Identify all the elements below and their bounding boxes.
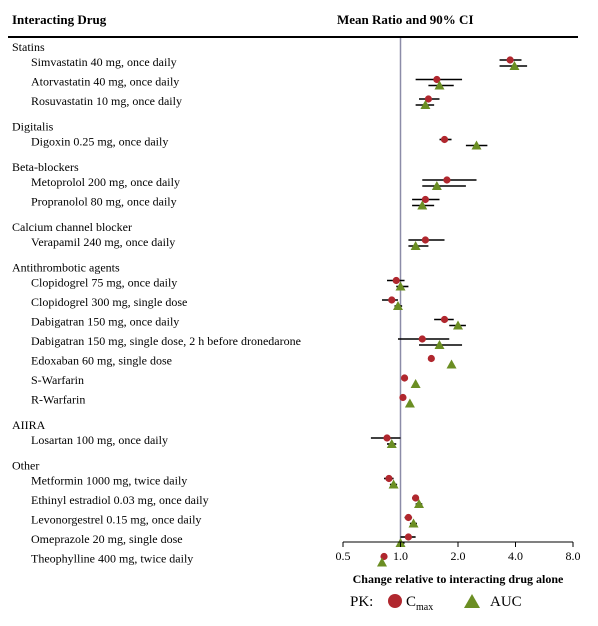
cmax-point	[440, 135, 449, 144]
auc-point	[395, 281, 406, 291]
drug-label: Dabigatran 150 mg, once daily	[31, 315, 179, 329]
x-tick-label: 2.0	[451, 549, 466, 563]
cmax-point	[418, 335, 426, 343]
auc-point	[414, 499, 425, 508]
x-tick-label: 4.0	[508, 549, 523, 563]
drug-label: Omeprazole 20 mg, single dose	[31, 532, 183, 546]
drug-label: Atorvastatin 40 mg, once daily	[31, 75, 179, 89]
auc-point	[417, 200, 428, 210]
legend: PK: Cmax AUC	[350, 594, 522, 613]
group-label: Antithrombotic agents	[12, 261, 120, 275]
cmax-point	[440, 315, 449, 324]
cmax-point	[412, 494, 420, 502]
drug-label: Clopidogrel 75 mg, once daily	[31, 276, 177, 290]
group-label: Other	[12, 459, 39, 473]
group-label: Calcium channel blocker	[12, 220, 132, 234]
header-interacting-drug: Interacting Drug	[12, 12, 107, 27]
auc-point	[471, 140, 482, 150]
auc-point	[420, 100, 431, 109]
legend-auc-label: AUC	[490, 594, 522, 610]
drug-label: Verapamil 240 mg, once daily	[31, 235, 175, 249]
drug-label: Clopidogrel 300 mg, single dose	[31, 295, 187, 309]
cmax-point	[433, 75, 441, 84]
drug-label: Edoxaban 60 mg, single dose	[31, 354, 172, 368]
auc-point	[453, 320, 463, 330]
auc-point	[434, 80, 445, 90]
auc-point	[404, 398, 415, 408]
drug-label: Dabigatran 150 mg, single dose, 2 h befo…	[31, 334, 301, 348]
legend-auc-marker	[464, 594, 480, 608]
cmax-point	[427, 354, 435, 363]
drug-label: Ethinyl estradiol 0.03 mg, once daily	[31, 493, 209, 507]
legend-cmax-marker	[388, 594, 402, 608]
group-label: Beta-blockers	[12, 160, 79, 174]
drug-label: S-Warfarin	[31, 373, 84, 387]
drug-label: Losartan 100 mg, once daily	[31, 433, 168, 447]
auc-point	[410, 241, 421, 250]
x-tick-label: 0.5	[336, 549, 351, 563]
x-tick-label: 8.0	[566, 549, 581, 563]
cmax-point	[385, 474, 393, 483]
cmax-point	[404, 533, 413, 541]
cmax-point	[399, 393, 407, 402]
group-label: AIIRA	[12, 418, 46, 432]
cmax-point	[424, 95, 433, 103]
drug-label: Metoprolol 200 mg, once daily	[31, 175, 180, 189]
header-mean-ratio: Mean Ratio and 90% CI	[337, 12, 474, 27]
auc-point	[386, 439, 397, 448]
auc-point	[434, 340, 445, 349]
auc-point	[410, 379, 421, 388]
auc-point	[392, 301, 403, 310]
legend-cmax-label: Cmax	[406, 594, 433, 613]
drug-label: Metformin 1000 mg, twice daily	[31, 474, 187, 488]
drug-label: Digoxin 0.25 mg, once daily	[31, 135, 168, 149]
auc-point	[446, 359, 457, 369]
drug-label: Simvastatin 40 mg, once daily	[31, 55, 177, 69]
auc-point	[408, 518, 419, 528]
drug-label: Theophylline 400 mg, twice daily	[31, 552, 193, 566]
cmax-point	[392, 276, 400, 285]
cmax-point	[421, 236, 429, 244]
x-axis: 0.5 1.0 2.0 4.0 8.0	[336, 541, 581, 563]
cmax-point	[400, 374, 409, 382]
drug-label: R-Warfarin	[31, 393, 85, 407]
drug-label: Propranolol 80 mg, once daily	[31, 195, 177, 209]
auc-point	[431, 181, 442, 190]
group-label: Statins	[12, 40, 45, 54]
cmax-point	[404, 513, 413, 522]
cmax-point	[506, 56, 514, 64]
group-label: Digitalis	[12, 120, 54, 134]
auc-point	[388, 479, 399, 489]
auc-point	[509, 61, 520, 70]
cmax-point	[443, 176, 451, 184]
x-axis-label: Change relative to interacting drug alon…	[353, 572, 564, 586]
cmax-point	[383, 434, 391, 442]
legend-prefix: PK:	[350, 594, 373, 610]
drug-label: Levonorgestrel 0.15 mg, once daily	[31, 513, 201, 527]
x-tick-label: 1.0	[393, 549, 408, 563]
cmax-point	[421, 195, 429, 204]
drug-label: Rosuvastatin 10 mg, once daily	[31, 94, 182, 108]
auc-point	[376, 557, 387, 567]
cmax-point	[388, 296, 396, 304]
